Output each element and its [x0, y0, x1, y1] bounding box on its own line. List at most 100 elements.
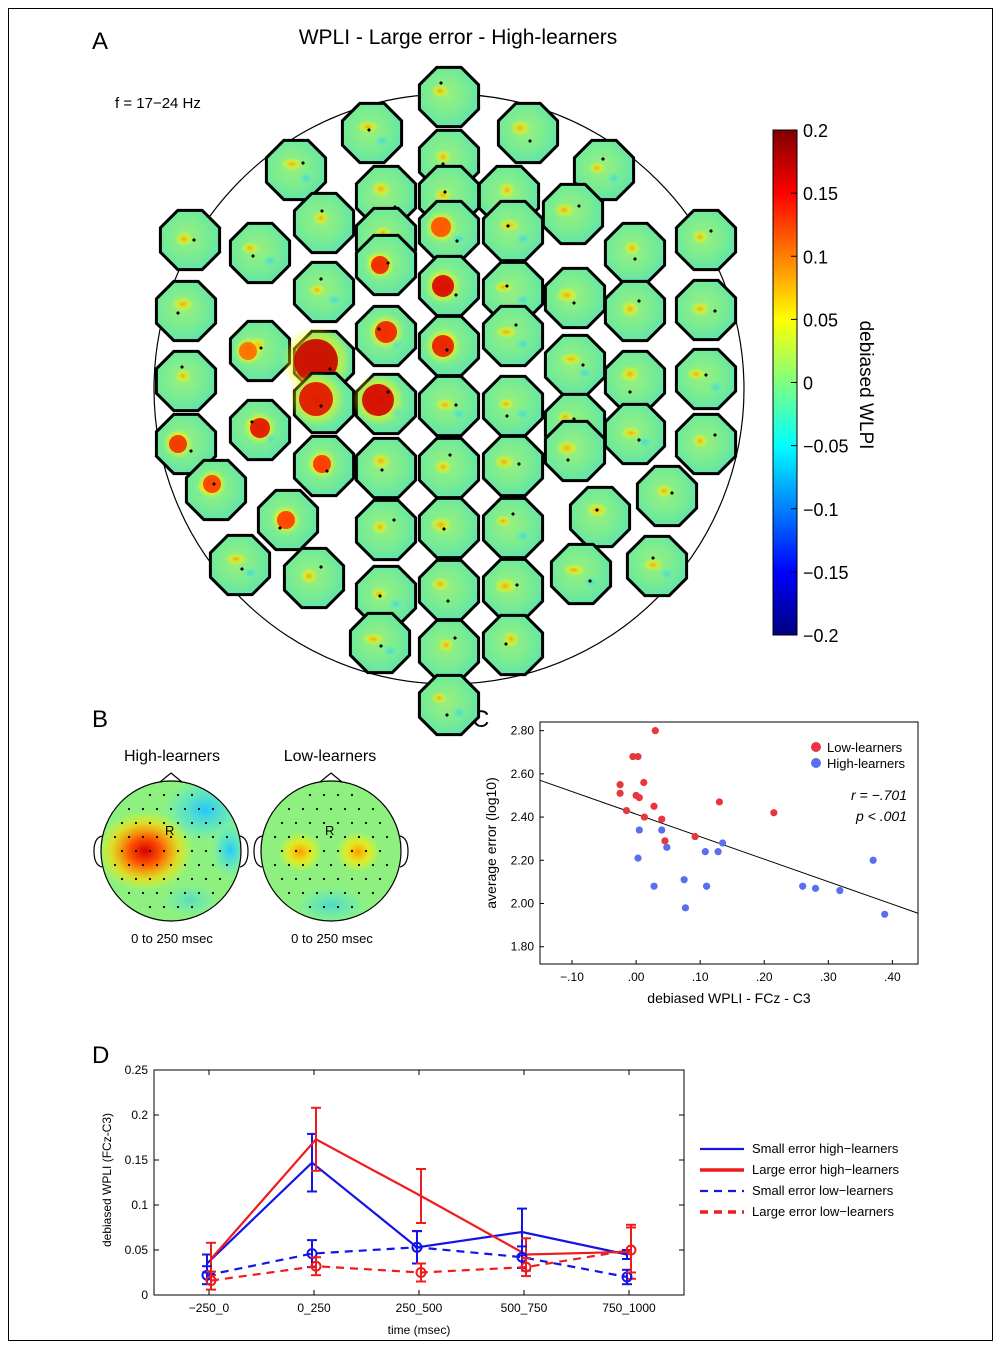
electrode-cell [228, 319, 292, 383]
sensor-dot [322, 905, 326, 909]
sensor-dot [162, 849, 166, 853]
point-high-learner [881, 910, 889, 918]
line-chart-ticks: 0 0.05 0.1 0.15 0.2 0.25 −250_0 0_250 250_500 500… [125, 1063, 684, 1315]
topomap-left-ear [93, 835, 103, 868]
sensor-dot [162, 905, 166, 909]
sensor-dot [176, 793, 180, 797]
scatter-y-tick-label: 2.00 [511, 897, 535, 911]
electrode-marker [319, 277, 323, 281]
electrode-marker [515, 583, 519, 587]
colorbar-tick-label: −0.05 [803, 437, 849, 457]
sensor-dot [343, 891, 347, 895]
panel-c-scatter: −.10 .00 .10 .20 .30 .40 1.80 2.00 2.20 2.40 2.60 2… [483, 721, 919, 1006]
point-high-learner [836, 886, 844, 895]
electrode-marker [713, 433, 717, 437]
electrode-cell [674, 278, 738, 342]
panel-a-title: WPLI - Large error - High-learners [299, 26, 618, 49]
electrode-cell [417, 618, 481, 682]
sensor-dot [190, 877, 194, 881]
electrode-cell [417, 496, 481, 560]
line-x-tick-label: 0_250 [297, 1301, 331, 1315]
electrode-cell [496, 101, 560, 165]
electrode-cell [635, 464, 699, 528]
colorbar-tick-label: 0.1 [803, 247, 828, 267]
sensor-dot [155, 835, 159, 839]
electrode-cell [481, 613, 545, 677]
sensor-dot [350, 793, 354, 797]
topomap-marker-r: R [165, 823, 174, 838]
scatter-y-axis-label: average error (log10) [483, 777, 499, 909]
sensor-dot [329, 835, 333, 839]
scatter-x-tick-label: .00 [628, 970, 645, 984]
electrode-cell [154, 349, 218, 413]
sensor-dot [273, 863, 277, 867]
electrode-marker [637, 438, 641, 442]
topomap-head [100, 780, 242, 922]
electrode-marker [319, 404, 323, 408]
electrode-marker [319, 565, 323, 569]
sensor-dot [141, 863, 145, 867]
line-y-tick-label: 0.25 [125, 1063, 149, 1077]
electrode-cell [481, 374, 545, 438]
point-low-learner [691, 832, 699, 841]
scatter-plot-area [539, 721, 919, 965]
sensor-dot [315, 807, 319, 811]
electrode-marker [651, 556, 655, 560]
legend-marker-high-learners [811, 758, 821, 768]
electrode-marker [517, 462, 521, 466]
electrode-cell [340, 101, 404, 165]
sensor-dot [176, 905, 180, 909]
sensor-dot [294, 821, 298, 825]
sensor-dot [301, 891, 305, 895]
electrode-marker [709, 229, 713, 233]
scatter-points [616, 727, 889, 918]
sensor-dot [169, 863, 173, 867]
electrode-cell [541, 182, 605, 246]
sensor-dot [127, 863, 131, 867]
electrode-marker [443, 190, 447, 194]
electrode-cell [543, 333, 607, 397]
sensor-dot [169, 891, 173, 895]
colorbar-tick-label: −0.2 [803, 626, 839, 646]
sensor-dot [120, 821, 124, 825]
electrode-marker [505, 414, 509, 418]
sensor-dot [176, 849, 180, 853]
sensor-dot [336, 877, 340, 881]
colorbar-label: debiased WLPI [855, 321, 876, 450]
sensor-dot [308, 905, 312, 909]
electrode-cell [352, 372, 418, 436]
sensor-dot [211, 835, 215, 839]
electrode-marker [278, 526, 282, 530]
electrode-cell [292, 434, 356, 498]
electrode-cell [417, 314, 481, 378]
point-low-learner [658, 815, 666, 823]
scatter-x-tick-label: .40 [884, 970, 901, 984]
panel-letter-b: B [92, 706, 108, 733]
electrode-cell [292, 191, 356, 255]
electrode-cell [354, 304, 418, 368]
electrode-marker [328, 367, 332, 371]
sensor-dot [385, 835, 389, 839]
sensor-dot [141, 891, 145, 895]
electrode-marker [259, 346, 263, 350]
line-x-tick-label: −250_0 [189, 1301, 230, 1315]
electrode-cell [674, 347, 738, 411]
point-low-learner [650, 802, 658, 810]
electrode-marker [504, 642, 508, 646]
sensor-dot [134, 877, 138, 881]
sensor-dot [280, 849, 284, 853]
point-high-learner [680, 876, 688, 884]
sensor-dot [357, 807, 361, 811]
topomap-caption-high: 0 to 250 msec [131, 931, 213, 946]
sensor-dot [364, 821, 368, 825]
regression-line [539, 779, 919, 914]
sensor-dot [127, 807, 131, 811]
scatter-y-tick-label: 1.80 [511, 940, 535, 954]
series-line [206, 1246, 628, 1279]
electrode-cell [603, 402, 667, 466]
sensor-dot [141, 835, 145, 839]
sensor-dot [113, 863, 117, 867]
point-high-learner [663, 843, 671, 851]
electrode-marker [566, 458, 570, 462]
electrode-cell [417, 374, 481, 438]
